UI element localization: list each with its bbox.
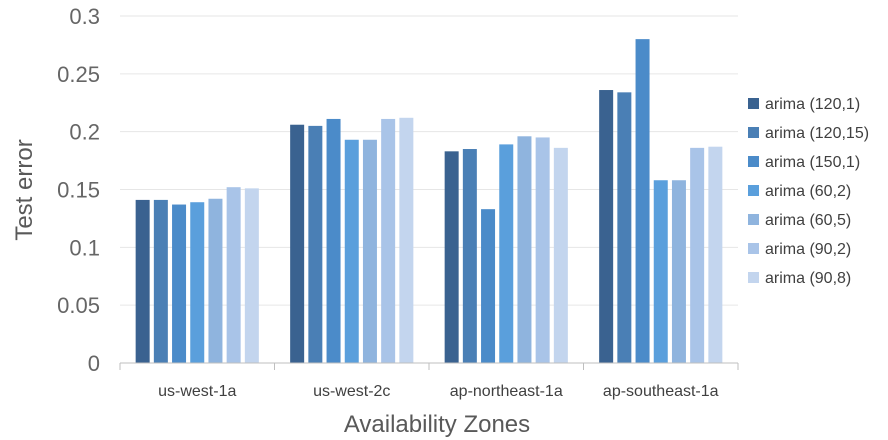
bar (617, 92, 632, 363)
bar (208, 198, 223, 363)
y-tick-label: 0.1 (69, 235, 100, 260)
y-tick-label: 0.05 (57, 293, 100, 318)
legend-swatch (748, 243, 759, 254)
bar (190, 202, 205, 363)
bar (362, 139, 377, 363)
bar (308, 125, 323, 363)
y-tick-label: 0.2 (69, 120, 100, 145)
x-axis-title: Availability Zones (344, 411, 530, 438)
bars (135, 39, 723, 364)
legend-swatch (748, 214, 759, 225)
bar (599, 90, 614, 363)
bar (517, 136, 532, 363)
bar (444, 151, 459, 363)
bar (553, 147, 568, 363)
legend-label: arima (60,5) (765, 212, 851, 229)
y-tick-label: 0.25 (57, 62, 100, 87)
x-tick-label: ap-southeast-1a (603, 383, 719, 400)
bar (708, 146, 723, 363)
gridlines (120, 15, 738, 306)
bar (344, 139, 359, 363)
bar (671, 180, 686, 363)
y-axis-ticks: 0 0.05 0.1 0.15 0.2 0.25 0.3 (57, 4, 100, 376)
legend-swatch (748, 127, 759, 138)
legend-swatch (748, 98, 759, 109)
legend-label: arima (60,2) (765, 183, 851, 200)
bar (326, 118, 341, 364)
x-tick-label: us-west-2c (313, 383, 390, 400)
legend-swatch (748, 156, 759, 167)
legend-swatch (748, 185, 759, 196)
bar (399, 117, 414, 363)
bar (535, 137, 550, 363)
bar (653, 180, 668, 363)
legend-swatch (748, 272, 759, 283)
bar (172, 204, 187, 363)
y-tick-label: 0.3 (69, 4, 100, 29)
y-tick-label: 0 (88, 351, 100, 376)
legend: arima (120,1) arima (120,15) arima (150,1)… (748, 96, 869, 287)
x-axis (119, 362, 739, 370)
bar (499, 144, 514, 363)
x-axis-category-labels: us-west-1a us-west-2c ap-northeast-1a ap-so… (158, 383, 719, 400)
legend-label: arima (150,1) (765, 154, 860, 171)
x-tick-label: us-west-1a (158, 383, 236, 400)
legend-label: arima (120,1) (765, 96, 860, 113)
bar (690, 147, 705, 363)
bar (244, 188, 259, 363)
x-tick-label: ap-northeast-1a (450, 383, 563, 400)
bar (290, 124, 305, 363)
y-axis-title: Test error (11, 139, 38, 240)
legend-label: arima (90,2) (765, 241, 851, 258)
y-tick-label: 0.15 (57, 178, 100, 203)
bar (226, 187, 241, 363)
bar (635, 39, 650, 364)
bar (135, 199, 150, 363)
bar (153, 199, 168, 363)
legend-label: arima (120,15) (765, 125, 869, 142)
legend-label: arima (90,8) (765, 270, 851, 287)
bar (462, 149, 477, 363)
bar (481, 209, 496, 363)
bar (381, 118, 396, 364)
